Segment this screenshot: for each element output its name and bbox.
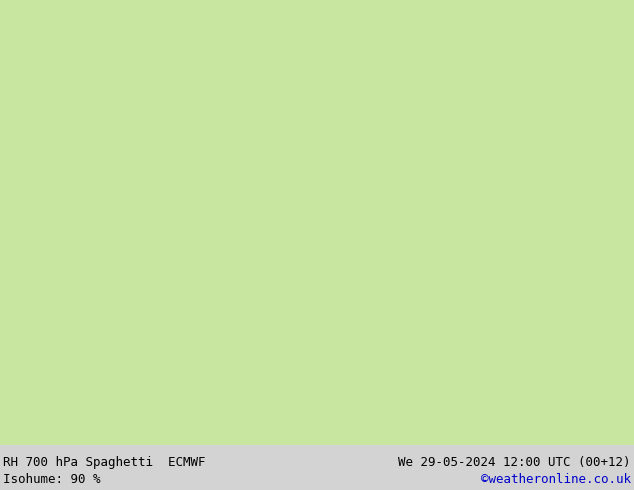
Text: We 29-05-2024 12:00 UTC (00+12): We 29-05-2024 12:00 UTC (00+12) <box>398 456 631 469</box>
Text: RH 700 hPa Spaghetti  ECMWF: RH 700 hPa Spaghetti ECMWF <box>3 456 205 469</box>
Text: ©weatheronline.co.uk: ©weatheronline.co.uk <box>481 473 631 487</box>
Text: Isohume: 90 %: Isohume: 90 % <box>3 473 101 487</box>
